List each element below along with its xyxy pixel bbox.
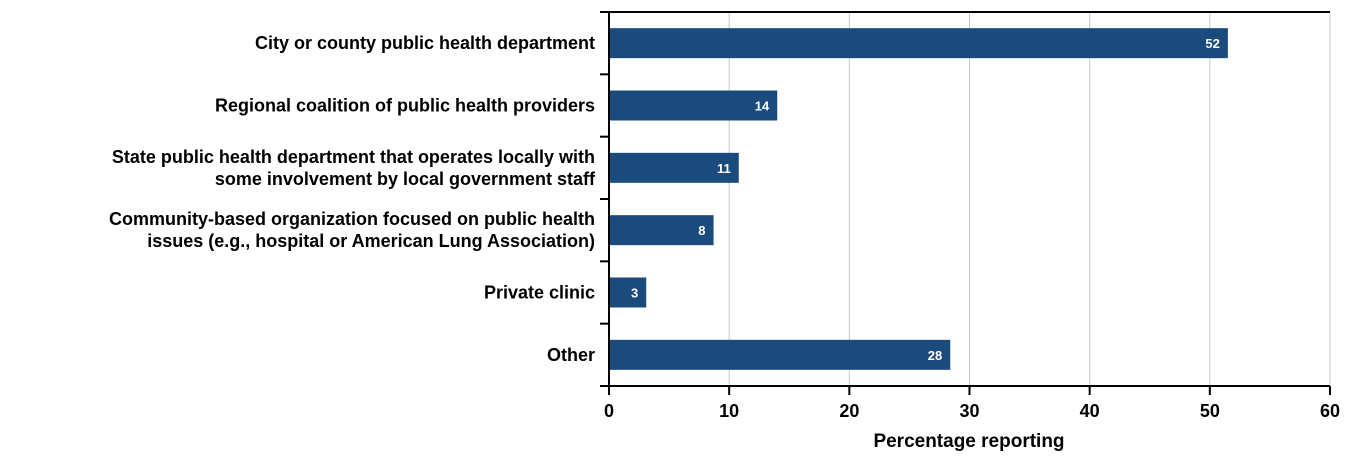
x-tick-label: 60 bbox=[1320, 401, 1340, 421]
x-axis-title: Percentage reporting bbox=[873, 431, 1064, 452]
bar bbox=[609, 152, 739, 183]
x-tick-label: 40 bbox=[1080, 401, 1100, 421]
x-tick-label: 0 bbox=[604, 401, 614, 421]
data-label: 52 bbox=[1205, 36, 1219, 51]
data-label: 3 bbox=[631, 286, 638, 301]
category-label: some involvement by local government sta… bbox=[215, 169, 596, 189]
bars: 52 14 11 8 3 28 bbox=[609, 28, 1228, 370]
data-label: 28 bbox=[928, 348, 942, 363]
grid-lines bbox=[728, 12, 1331, 386]
category-labels: City or county public health department R… bbox=[109, 33, 596, 365]
bar bbox=[609, 215, 714, 246]
y-axis-ticks bbox=[600, 11, 609, 387]
x-tick-label: 20 bbox=[839, 401, 859, 421]
x-tick-label: 30 bbox=[959, 401, 979, 421]
x-tick-label: 10 bbox=[719, 401, 739, 421]
data-label: 11 bbox=[717, 161, 731, 176]
category-label: Other bbox=[547, 345, 595, 365]
bar bbox=[609, 339, 951, 370]
bar bbox=[609, 277, 647, 308]
category-label: State public health department that oper… bbox=[112, 147, 595, 167]
category-label: Regional coalition of public health prov… bbox=[215, 96, 595, 116]
x-tick-label: 50 bbox=[1200, 401, 1220, 421]
category-label: Private clinic bbox=[484, 283, 595, 303]
data-label: 8 bbox=[698, 223, 705, 238]
category-label: City or county public health department bbox=[255, 33, 595, 53]
data-label: 14 bbox=[755, 99, 770, 114]
category-label: Community-based organization focused on … bbox=[109, 209, 595, 229]
category-label: issues (e.g., hospital or American Lung … bbox=[147, 231, 595, 251]
bar bbox=[609, 28, 1228, 59]
bar bbox=[609, 90, 778, 121]
x-axis-ticks: 0 10 20 30 40 50 60 bbox=[604, 386, 1340, 421]
